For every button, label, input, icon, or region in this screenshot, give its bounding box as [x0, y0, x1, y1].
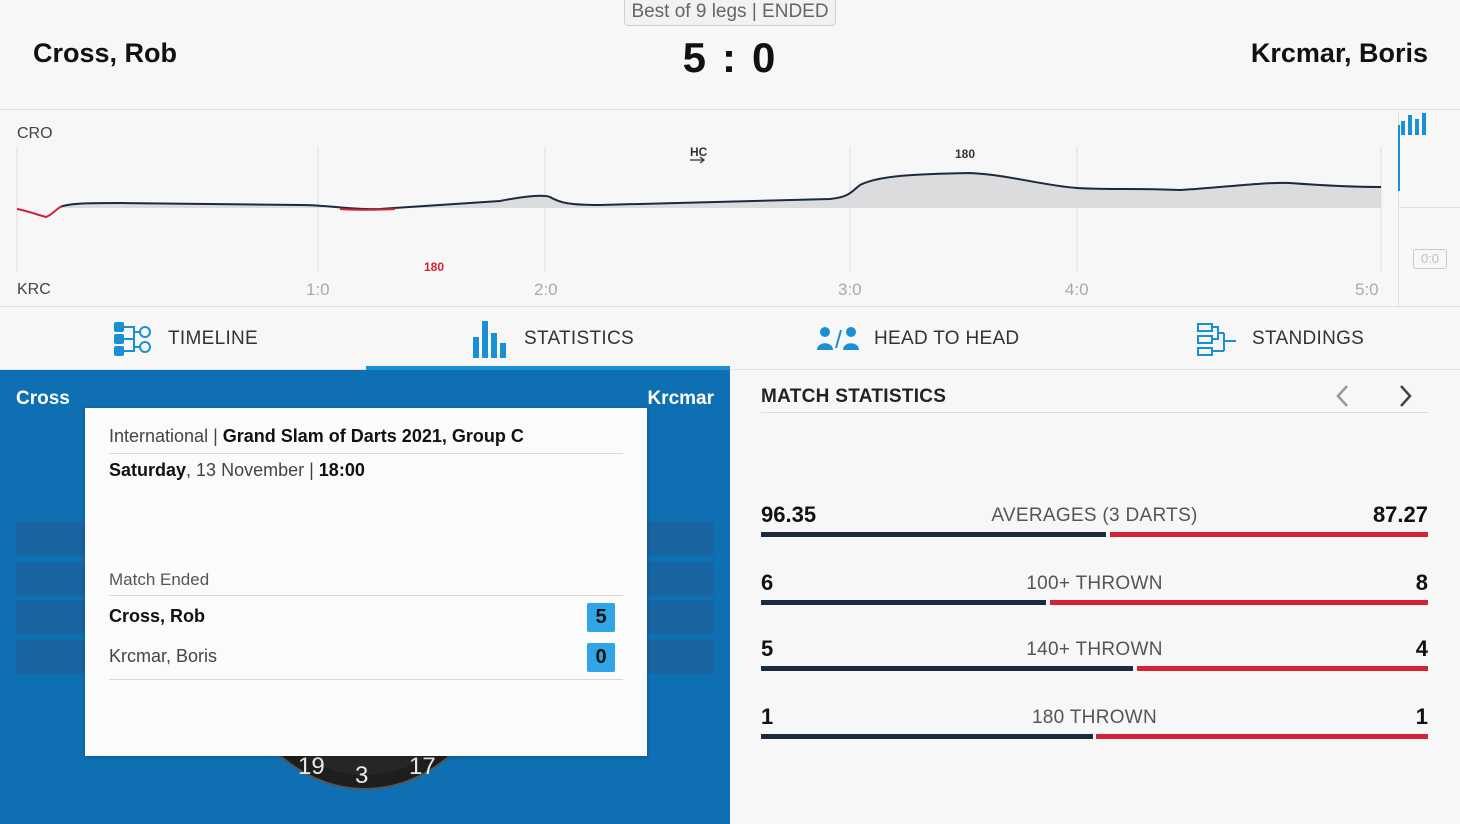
match-time: 18:00 [318, 460, 365, 480]
leg-tick-label: 3:0 [838, 280, 862, 299]
stat-away-value: 4 [1415, 636, 1428, 661]
high-checkout-marker: HC [690, 145, 708, 159]
toolbar-divider [1399, 207, 1460, 208]
tab-head-to-head[interactable]: HEAD TO HEAD [816, 308, 1019, 370]
chevron-right-icon[interactable] [1393, 382, 1417, 410]
leg-tick-label: 1:0 [306, 280, 330, 299]
stat-row: 6 100+ THROWN 8 [761, 570, 1428, 610]
match-statistics-panel: MATCH STATISTICS 96.35 AVERAGES (3 DARTS… [730, 370, 1460, 824]
stat-home-value: 5 [761, 636, 774, 661]
stat-label: 100+ THROWN [1026, 573, 1163, 594]
match-date: 13 November [196, 460, 305, 480]
tab-label: TIMELINE [168, 328, 259, 349]
home-short-name: Cross [16, 388, 70, 409]
score-separator: : [722, 34, 738, 81]
stats-header: MATCH STATISTICS [761, 385, 1428, 413]
stat-row: 1 180 THROWN 1 [761, 704, 1428, 744]
category-text: International [109, 426, 209, 446]
tournament-line: International | Grand Slam of Darts 2021… [109, 426, 623, 454]
stat-home-bar [761, 532, 1106, 537]
chevron-left-icon[interactable] [1331, 382, 1355, 410]
tab-label: STANDINGS [1252, 328, 1365, 349]
home-player-name[interactable]: Cross, Rob [33, 38, 178, 68]
score-toggle-button[interactable]: 0:0 [1413, 249, 1447, 269]
match-day: Saturday [109, 460, 187, 480]
stat-away-value: 8 [1415, 570, 1428, 595]
away-momentum-line [339, 208, 396, 211]
stat-label: 140+ THROWN [1026, 639, 1163, 660]
match-info-card: International | Grand Slam of Darts 2021… [85, 408, 647, 756]
stat-home-bar [761, 734, 1093, 739]
match-status: Match Ended [109, 570, 623, 596]
board-number: 3 [355, 762, 368, 789]
board-number: 17 [409, 753, 436, 780]
stat-home-value: 6 [761, 570, 774, 595]
stat-away-bar [1137, 666, 1428, 671]
result-row-home: Cross, Rob 5 [109, 598, 623, 638]
stat-away-bar [1096, 734, 1428, 739]
leg-tick-label: 4:0 [1065, 280, 1089, 299]
match-format-badge: Best of 9 legs | ENDED [624, 0, 836, 26]
away-short-name: Krcmar [647, 388, 714, 409]
stat-away-value: 1 [1415, 704, 1428, 729]
match-header: Best of 9 legs | ENDED Cross, Rob 5:0 Kr… [0, 0, 1460, 110]
home-180-marker: 180 [955, 147, 975, 161]
home-score: 5 [682, 34, 708, 81]
stat-home-value: 96.35 [761, 502, 817, 527]
momentum-svg: CRO KRC 1:0 2:0 3:0 4:0 5:0 HC 180 180 [16, 125, 1382, 299]
stat-away-value: 87.27 [1372, 502, 1428, 527]
stat-row: 96.35 AVERAGES (3 DARTS) 87.27 [761, 502, 1428, 542]
leg-tick-label: 5:0 [1355, 280, 1379, 299]
active-tool-indicator [1398, 125, 1400, 191]
away-player-name[interactable]: Krcmar, Boris [1250, 38, 1428, 68]
result-away-score: 0 [587, 643, 615, 672]
momentum-toolbar: 0:0 [1398, 111, 1460, 307]
away-code-label: KRC [17, 281, 51, 298]
stat-home-bar [761, 666, 1133, 671]
result-row-away: Krcmar, Boris 0 [109, 638, 623, 680]
stats-title: MATCH STATISTICS [761, 386, 947, 407]
tab-statistics[interactable]: STATISTICS [472, 308, 634, 370]
board-number: 19 [298, 753, 325, 780]
leg-tick-label: 2:0 [534, 280, 558, 299]
tab-label: HEAD TO HEAD [874, 328, 1020, 349]
match-visual-panel: Cross Krcmar 19 3 17 International | Gra… [0, 370, 730, 824]
high-checkout-arrow-icon [690, 156, 706, 164]
bar-chart-icon[interactable] [1399, 111, 1427, 137]
stat-home-bar [761, 600, 1046, 605]
timeline-icon [114, 322, 151, 356]
home-code-label: CRO [17, 125, 53, 142]
stat-home-value: 1 [761, 704, 774, 729]
stat-label: AVERAGES (3 DARTS) [991, 505, 1198, 526]
away-score: 0 [752, 34, 778, 81]
away-momentum-line [16, 205, 63, 219]
momentum-chart: CRO KRC 1:0 2:0 3:0 4:0 5:0 HC 180 180 0… [0, 111, 1460, 307]
date-line: Saturday, 13 November | 18:00 [109, 460, 365, 480]
stat-away-bar [1050, 600, 1428, 605]
bar-chart-icon [473, 321, 506, 358]
away-180-marker: 180 [424, 260, 444, 274]
stat-row: 5 140+ THROWN 4 [761, 636, 1428, 676]
result-home-score: 5 [587, 603, 615, 632]
match-score: 5:0 [630, 34, 830, 82]
tournament-name[interactable]: Grand Slam of Darts 2021, Group C [222, 426, 524, 446]
tab-label: STATISTICS [524, 328, 634, 349]
active-tab-indicator [366, 366, 730, 370]
result-away-name: Krcmar, Boris [109, 646, 218, 666]
stat-away-bar [1110, 532, 1428, 537]
head-to-head-icon [817, 327, 859, 350]
standings-icon [1197, 323, 1236, 356]
momentum-area [60, 173, 1381, 210]
tab-timeline[interactable]: TIMELINE [112, 308, 258, 370]
tab-standings[interactable]: STANDINGS [1196, 308, 1364, 370]
stat-label: 180 THROWN [1031, 707, 1158, 728]
result-home-name: Cross, Rob [109, 606, 206, 626]
tab-bar: TIMELINE STATISTICS HEAD TO HEAD [0, 308, 1460, 370]
